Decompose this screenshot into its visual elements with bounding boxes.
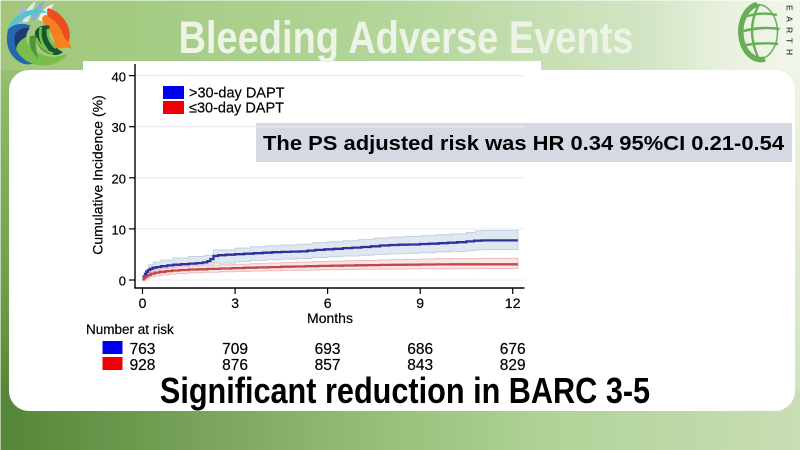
svg-text:843: 843: [407, 357, 433, 374]
svg-text:≤30-day DAPT: ≤30-day DAPT: [189, 101, 284, 117]
svg-text:>30-day DAPT: >30-day DAPT: [189, 86, 285, 102]
svg-text:T: T: [785, 38, 795, 44]
svg-text:10: 10: [112, 222, 126, 237]
svg-text:693: 693: [315, 341, 341, 358]
svg-text:30: 30: [112, 120, 126, 135]
svg-text:0: 0: [119, 274, 126, 289]
svg-text:3: 3: [231, 295, 239, 311]
svg-text:928: 928: [130, 357, 156, 374]
svg-text:H: H: [785, 49, 795, 55]
svg-text:6: 6: [324, 295, 332, 311]
svg-text:0: 0: [139, 295, 147, 311]
svg-text:9: 9: [416, 295, 424, 311]
svg-text:Months: Months: [307, 310, 353, 326]
svg-text:857: 857: [315, 357, 341, 374]
svg-text:E: E: [785, 5, 795, 11]
svg-text:Number at risk: Number at risk: [86, 322, 174, 337]
svg-text:876: 876: [222, 357, 248, 374]
svg-text:12: 12: [505, 295, 521, 311]
svg-text:709: 709: [222, 341, 248, 358]
svg-text:763: 763: [130, 341, 156, 358]
svg-text:R: R: [785, 27, 795, 33]
svg-text:676: 676: [500, 341, 526, 358]
svg-text:Cumulative Incidence (%): Cumulative Incidence (%): [90, 95, 106, 255]
svg-text:686: 686: [407, 341, 433, 358]
svg-text:20: 20: [112, 171, 126, 186]
svg-text:40: 40: [112, 70, 126, 85]
svg-text:829: 829: [500, 357, 526, 374]
svg-text:A: A: [785, 16, 795, 22]
